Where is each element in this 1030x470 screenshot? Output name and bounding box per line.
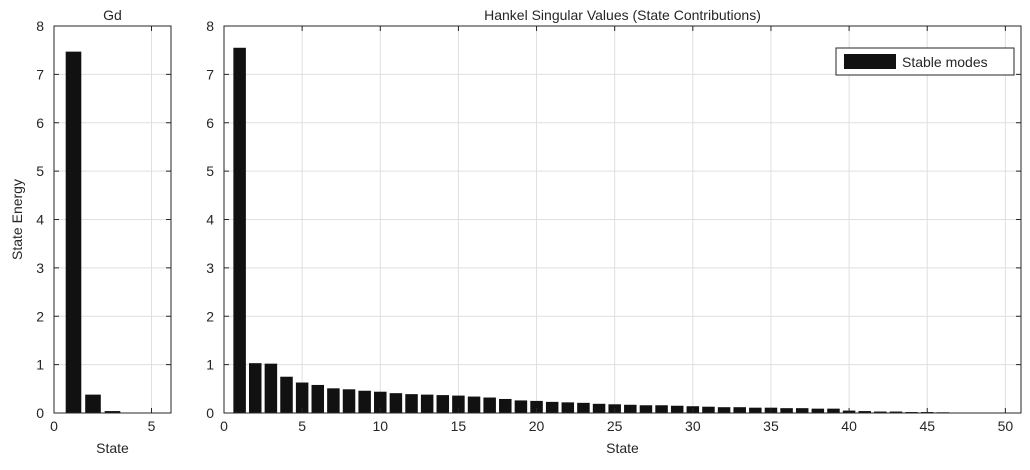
hsv-title: Hankel Singular Values (State Contributi…: [484, 7, 761, 23]
gd-y-tick-label: 8: [36, 18, 44, 34]
hsv-x-tick-label: 20: [529, 418, 545, 434]
hsv-x-tick-label: 0: [220, 418, 228, 434]
hsv-bar: [874, 411, 887, 413]
hsv-bar: [702, 406, 715, 413]
hsv-bar: [530, 400, 543, 413]
legend: Stable modes: [835, 47, 1015, 76]
legend-swatch: [844, 54, 896, 69]
hsv-x-axis-label: State: [606, 440, 639, 456]
hsv-y-tick-label: 5: [206, 163, 214, 179]
hsv-bar: [295, 382, 309, 413]
hsv-bar: [405, 394, 418, 413]
gd-x-tick-label: 5: [148, 418, 156, 434]
hsv-bar: [327, 388, 340, 413]
hsv-bar: [420, 394, 434, 413]
hsv-bar: [811, 408, 825, 413]
hsv-bar: [639, 405, 653, 413]
gd-title: Gd: [103, 7, 122, 23]
hsv-bar: [499, 398, 512, 413]
legend-entry-stable-modes: Stable modes: [902, 54, 988, 70]
hsv-ticks: [223, 25, 1021, 414]
gd-bar: [85, 394, 101, 413]
gd-y-tick-label: 6: [36, 115, 44, 131]
hsv-y-tick-label: 1: [206, 357, 214, 373]
hsv-x-tick-label: 35: [763, 418, 779, 434]
hsv-bar: [389, 393, 403, 413]
gd-y-tick-label: 7: [36, 66, 44, 82]
hsv-bar: [827, 408, 840, 413]
hsv-y-tick-label: 0: [206, 405, 214, 421]
hsv-x-tick-label: 25: [607, 418, 623, 434]
gd-bar: [104, 411, 121, 413]
gd-panel: 0 5 0 1 2 3 4 5 6 7 8 Gd State State Energy: [9, 7, 172, 456]
gd-bars: [65, 51, 160, 414]
hsv-x-tick-label: 15: [451, 418, 467, 434]
hsv-y-tick-label: 4: [206, 212, 214, 228]
hsv-x-tick-label: 40: [841, 418, 857, 434]
hsv-bar: [280, 376, 293, 413]
hsv-bar: [733, 407, 746, 413]
hsv-bar: [780, 408, 793, 413]
gd-x-tick-label: 0: [50, 418, 58, 434]
hsv-bar: [249, 363, 262, 413]
hsv-x-tick-label: 45: [919, 418, 935, 434]
hsv-bar: [592, 403, 606, 413]
gd-y-tick-label: 5: [36, 163, 44, 179]
gd-y-tick-label: 0: [36, 405, 44, 421]
gd-x-axis-label: State: [96, 440, 129, 456]
hsv-bar: [264, 363, 278, 413]
hsv-x-tick-label: 50: [998, 418, 1014, 434]
hsv-y-tick-label: 7: [206, 66, 214, 82]
gd-y-tick-label: 4: [36, 212, 44, 228]
gd-bar: [65, 51, 82, 414]
hsv-x-tick-label: 10: [372, 418, 388, 434]
hsv-x-tick-label: 30: [685, 418, 701, 434]
hsv-bar: [749, 407, 762, 413]
hsv-bar: [889, 411, 903, 413]
hsv-bar: [514, 400, 528, 413]
hsv-bar: [795, 408, 809, 413]
gd-y-axis-label: State Energy: [9, 179, 25, 260]
hsv-bar: [483, 397, 496, 413]
hsv-bar: [452, 395, 465, 413]
hsv-x-tick-label: 5: [298, 418, 306, 434]
hsv-bar: [374, 391, 387, 413]
hsv-bar: [545, 401, 559, 413]
gd-ticks: [53, 25, 171, 414]
hsv-y-tick-label: 2: [206, 308, 214, 324]
hsv-bar: [577, 402, 590, 413]
hsv-bar: [624, 404, 637, 413]
gd-y-tick-label: 3: [36, 260, 44, 276]
gd-y-tick-label: 2: [36, 308, 44, 324]
hsv-bar: [358, 390, 371, 413]
hsv-bar: [655, 405, 668, 413]
hsv-bar: [342, 389, 356, 413]
hsv-y-tick-label: 6: [206, 115, 214, 131]
hsv-bar: [467, 396, 481, 413]
hsv-bar: [561, 402, 575, 413]
hsv-bar: [233, 47, 246, 414]
hsv-y-tick-label: 3: [206, 260, 214, 276]
hsv-y-tick-label: 8: [206, 18, 214, 34]
gd-tick-labels: 0 5 0 1 2 3 4 5 6 7 8: [36, 18, 155, 434]
gd-y-tick-label: 1: [36, 357, 44, 373]
hsv-bar: [670, 405, 684, 413]
hsv-bar: [436, 395, 450, 413]
hsv-bar: [858, 411, 871, 413]
hsv-bar: [717, 407, 731, 413]
hsv-bar: [311, 384, 325, 413]
